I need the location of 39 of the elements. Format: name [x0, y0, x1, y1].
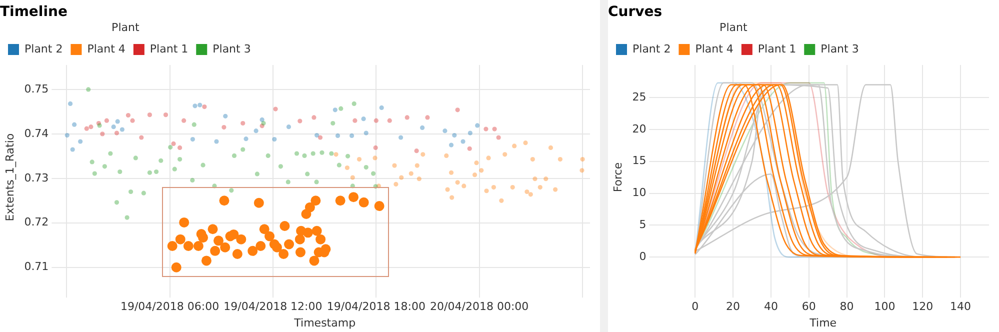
- legend-label: Plant 3: [820, 42, 859, 56]
- y-tick-label: 25: [632, 90, 646, 104]
- x-axis-title: Timestamp: [293, 316, 356, 330]
- legend-label: Plant 3: [212, 42, 251, 56]
- y-tick-label: 20: [632, 122, 646, 136]
- y-tick-label: 0.72: [24, 216, 49, 229]
- y-tick-label: 0: [639, 250, 646, 263]
- x-tick-label: 80: [840, 300, 854, 314]
- x-tick-label: 20/04/2018 00:00: [430, 300, 529, 314]
- y-tick-label: 0.71: [24, 260, 49, 274]
- legend-label: Plant 4: [87, 42, 126, 56]
- legend-title: Plant: [112, 21, 140, 34]
- y-tick-label: 15: [632, 154, 646, 168]
- x-tick-label: 140: [950, 300, 972, 314]
- legend-label: Plant 1: [758, 42, 796, 56]
- y-axis-title: Force: [611, 162, 624, 192]
- legend-label: Plant 1: [150, 42, 188, 56]
- x-tick-label: 100: [874, 300, 896, 314]
- x-tick-label: 19/04/2018 06:00: [120, 300, 220, 314]
- x-tick-label: 120: [912, 300, 934, 314]
- y-tick-label: 0.74: [24, 126, 49, 140]
- y-axis-title: Extents_1_Ratio: [3, 133, 16, 222]
- x-tick-label: 40: [764, 300, 778, 314]
- legend-title: Plant: [720, 21, 748, 34]
- x-tick-label: 0: [692, 300, 699, 314]
- y-tick-label: 5: [639, 218, 646, 232]
- y-tick-label: 0.75: [24, 82, 49, 96]
- chart-title: Timeline: [0, 4, 68, 20]
- x-tick-label: 19/04/2018 12:00: [224, 300, 322, 314]
- x-tick-label: 20: [726, 300, 740, 314]
- legend-label: Plant 2: [24, 42, 63, 56]
- chart-title: Curves: [608, 4, 662, 20]
- x-tick-label: 60: [802, 300, 816, 314]
- y-tick-label: 10: [632, 186, 646, 200]
- y-tick-label: 0.73: [24, 171, 49, 184]
- legend-label: Plant 4: [695, 42, 734, 56]
- legend-label: Plant 2: [632, 42, 671, 56]
- x-tick-label: 19/04/2018 18:00: [326, 300, 426, 314]
- x-axis-title: Time: [808, 316, 837, 330]
